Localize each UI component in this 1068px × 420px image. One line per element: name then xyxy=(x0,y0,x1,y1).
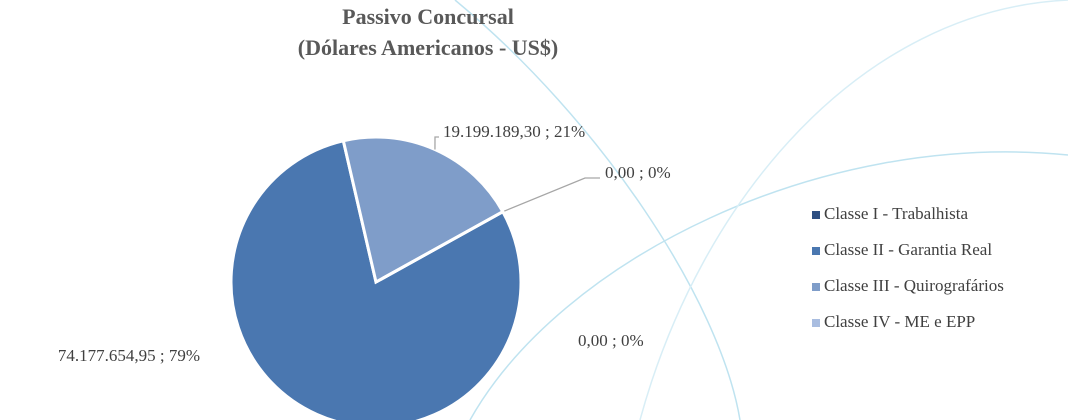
arc xyxy=(469,151,1068,420)
legend-label: Classe II - Garantia Real xyxy=(824,240,992,259)
data-label: 74.177.654,95 ; 79% xyxy=(58,346,200,365)
data-label: 0,00 ; 0% xyxy=(578,331,644,350)
legend-label: Classe III - Quirografários xyxy=(824,276,1004,295)
legend-swatch xyxy=(812,211,820,219)
pie-slice xyxy=(341,135,505,285)
data-label: 19.199.189,30 ; 21% xyxy=(443,122,585,141)
arc xyxy=(454,0,741,420)
legend-swatch xyxy=(812,247,820,255)
legend-label: Classe IV - ME e EPP xyxy=(824,312,975,331)
chart-title: Passivo Concursal xyxy=(342,4,514,29)
legend-swatch xyxy=(812,319,820,327)
legend-swatch xyxy=(812,283,820,291)
arc xyxy=(639,0,1068,420)
pie-slice xyxy=(375,210,504,284)
background-arcs xyxy=(454,0,1068,420)
chart-subtitle: (Dólares Americanos - US$) xyxy=(298,35,559,60)
pie-slice xyxy=(229,138,523,420)
leader-line xyxy=(502,177,600,213)
legend-label: Classe I - Trabalhista xyxy=(824,204,968,223)
data-label: 0,00 ; 0% xyxy=(605,163,671,182)
leader-line xyxy=(434,136,439,150)
